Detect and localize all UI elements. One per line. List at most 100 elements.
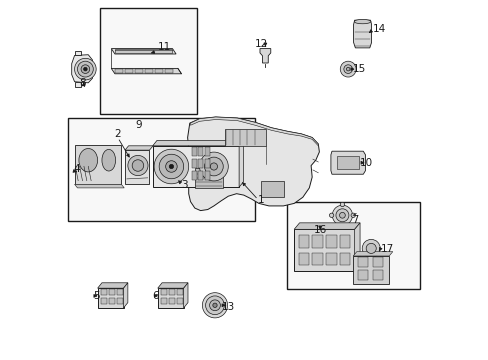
Bar [117, 289, 123, 295]
Circle shape [335, 209, 348, 222]
Text: 9: 9 [135, 120, 142, 130]
Bar [325, 235, 336, 248]
Bar [68, 118, 255, 221]
Text: 4: 4 [73, 164, 80, 174]
Bar [339, 235, 349, 248]
Polygon shape [75, 184, 124, 188]
Bar [294, 229, 354, 271]
Polygon shape [125, 146, 153, 150]
Bar [325, 253, 336, 265]
Bar [357, 270, 367, 280]
Bar [161, 298, 167, 305]
Polygon shape [98, 283, 127, 288]
Circle shape [204, 157, 223, 176]
Bar [260, 181, 284, 197]
Bar [177, 289, 183, 295]
Polygon shape [111, 49, 176, 54]
Circle shape [199, 152, 228, 181]
Circle shape [127, 156, 148, 176]
Text: 11: 11 [157, 42, 170, 52]
Bar [155, 69, 163, 73]
Text: 7: 7 [351, 215, 357, 225]
Bar [198, 147, 203, 156]
Text: 5: 5 [93, 291, 100, 301]
Bar [194, 168, 223, 188]
Text: 1: 1 [258, 195, 264, 205]
Bar [372, 257, 383, 267]
Circle shape [169, 164, 173, 168]
Text: 3: 3 [181, 180, 188, 190]
Polygon shape [111, 68, 181, 74]
Circle shape [210, 163, 217, 170]
Circle shape [350, 213, 355, 217]
Bar [117, 298, 123, 305]
Bar [115, 49, 171, 53]
Circle shape [343, 65, 352, 73]
Circle shape [209, 300, 220, 311]
Bar [100, 8, 197, 114]
Circle shape [212, 303, 217, 307]
Bar [161, 289, 167, 295]
Bar [101, 289, 107, 295]
Bar [191, 159, 196, 168]
Polygon shape [152, 140, 243, 146]
Circle shape [202, 293, 227, 318]
Text: 15: 15 [352, 64, 365, 74]
Bar [191, 147, 196, 156]
Bar [125, 150, 149, 184]
Bar [125, 69, 133, 73]
Bar [165, 69, 173, 73]
Bar [152, 146, 239, 187]
Bar [204, 147, 209, 156]
Circle shape [205, 296, 224, 315]
Polygon shape [183, 283, 187, 308]
Circle shape [75, 58, 96, 80]
Polygon shape [330, 151, 365, 174]
Polygon shape [75, 82, 81, 87]
Circle shape [362, 239, 380, 257]
Bar [204, 171, 209, 180]
Bar [311, 235, 322, 248]
Polygon shape [158, 283, 187, 288]
Text: 17: 17 [380, 244, 393, 254]
Circle shape [329, 213, 333, 217]
Bar [224, 129, 265, 146]
Text: 8: 8 [80, 78, 86, 88]
Bar [177, 298, 183, 305]
Bar [336, 156, 358, 169]
Bar [109, 298, 115, 305]
Text: 14: 14 [372, 24, 385, 34]
Bar [101, 298, 107, 305]
Text: 13: 13 [222, 302, 235, 312]
Circle shape [346, 67, 349, 71]
Circle shape [332, 205, 352, 225]
Bar [286, 202, 419, 289]
Polygon shape [260, 49, 270, 63]
Polygon shape [239, 140, 243, 187]
Circle shape [83, 67, 87, 71]
Bar [135, 69, 142, 73]
Circle shape [132, 160, 143, 171]
Circle shape [366, 243, 375, 253]
Bar [298, 235, 309, 248]
Circle shape [340, 224, 344, 228]
Bar [352, 256, 388, 284]
Bar [298, 253, 309, 265]
Ellipse shape [102, 149, 115, 171]
Bar [145, 69, 153, 73]
Bar [158, 288, 183, 308]
Circle shape [339, 212, 345, 218]
Bar [198, 159, 203, 168]
Circle shape [77, 61, 93, 77]
Bar [169, 289, 175, 295]
Polygon shape [72, 55, 92, 83]
Polygon shape [75, 51, 81, 55]
Polygon shape [294, 223, 359, 229]
Circle shape [154, 149, 188, 184]
Bar [115, 69, 122, 73]
Polygon shape [352, 252, 392, 256]
Bar [98, 288, 123, 308]
Bar [357, 257, 367, 267]
Bar [311, 253, 322, 265]
Bar [372, 270, 383, 280]
